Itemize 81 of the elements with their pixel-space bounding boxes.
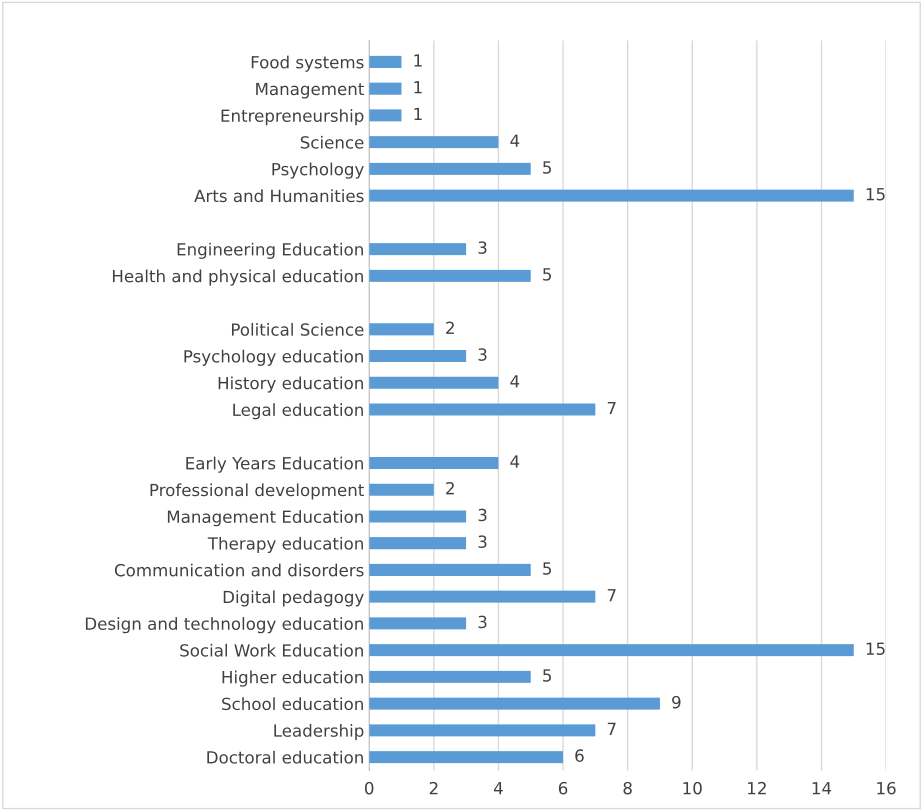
y-tick-label: Entrepreneurship	[222, 109, 364, 126]
bar	[369, 537, 466, 550]
bar	[369, 484, 434, 496]
y-tick-label: Professional development	[150, 483, 364, 500]
x-tick-label: 10	[683, 782, 702, 794]
y-tick-label: Political Science	[232, 322, 364, 336]
bar	[369, 162, 531, 175]
x-tick-label: 4	[494, 782, 503, 794]
y-tick-label: Higher education	[222, 670, 363, 687]
y-tick-label: Management Education	[168, 510, 363, 526]
x-tick-label: 14	[812, 782, 832, 794]
bar	[369, 323, 434, 336]
data-label: 7	[608, 589, 616, 602]
bar	[369, 590, 596, 603]
x-tick-label: 12	[748, 782, 766, 794]
bar	[369, 190, 854, 202]
x-tick-label: 2	[430, 782, 438, 794]
data-label: 2	[446, 482, 454, 494]
y-tick-label: Health and physical education	[112, 269, 363, 286]
bar	[369, 751, 564, 764]
x-tick-label: 8	[623, 782, 632, 794]
data-label: 5	[543, 161, 551, 174]
data-label: 15	[866, 642, 885, 655]
y-tick-label: Doctoral education	[207, 750, 363, 764]
bar	[369, 617, 466, 630]
bar	[369, 403, 596, 416]
bar	[369, 243, 466, 256]
data-label: 1	[414, 54, 422, 67]
data-label: 7	[608, 722, 616, 735]
y-tick-label: Arts and Humanities	[194, 189, 364, 202]
bar	[369, 564, 531, 576]
y-tick-label: Digital pedagogy	[224, 590, 364, 606]
y-tick-label: Food systems	[252, 56, 364, 72]
bar	[369, 724, 596, 736]
y-tick-label: Management	[256, 82, 364, 98]
bar	[369, 644, 854, 656]
bar	[369, 270, 531, 282]
bar	[369, 376, 498, 389]
data-label: 5	[543, 268, 551, 281]
bar	[369, 109, 402, 122]
bar	[369, 136, 498, 148]
y-tick-label: Psychology education	[184, 350, 363, 366]
x-tick-label: 6	[558, 782, 568, 794]
data-label: 9	[672, 696, 680, 708]
data-label: 5	[543, 562, 551, 575]
data-label: 6	[575, 749, 584, 762]
data-label: 4	[510, 455, 520, 468]
data-label: 1	[414, 81, 422, 94]
y-tick-label: Engineering Education	[178, 242, 363, 259]
y-tick-label: Communication and disorders	[114, 564, 364, 576]
data-label: 2	[446, 322, 454, 334]
y-tick-label: Early Years Education	[186, 456, 363, 473]
bar	[369, 698, 660, 710]
data-label: 3	[478, 616, 486, 628]
bar	[369, 670, 531, 683]
data-label: 3	[478, 508, 486, 522]
data-label: 3	[478, 535, 486, 548]
x-tick-label: 16	[877, 782, 896, 794]
y-tick-label: History education	[218, 376, 363, 393]
y-tick-label: Social Work Education	[180, 644, 363, 657]
bar	[369, 456, 498, 469]
y-tick-label: Science	[300, 136, 364, 149]
bar	[369, 350, 466, 362]
y-tick-label: Psychology	[272, 162, 364, 179]
data-label: 1	[414, 108, 422, 120]
data-label: 7	[608, 402, 616, 414]
data-label: 5	[543, 669, 551, 682]
y-tick-label: Legal education	[233, 403, 363, 420]
data-label: 3	[478, 241, 486, 254]
bar	[369, 56, 402, 68]
bar	[369, 82, 402, 95]
data-label: 4	[510, 134, 520, 147]
y-tick-label: Therapy education	[208, 536, 363, 553]
data-label: 3	[478, 348, 486, 361]
data-label: 4	[510, 375, 520, 388]
bar	[369, 510, 466, 522]
y-tick-label: School education	[222, 697, 363, 710]
x-tick-label: 0	[364, 782, 374, 794]
y-tick-label: Leadership	[274, 724, 364, 740]
data-label: 15	[866, 188, 885, 200]
y-tick-label: Design and technology education	[86, 617, 363, 634]
